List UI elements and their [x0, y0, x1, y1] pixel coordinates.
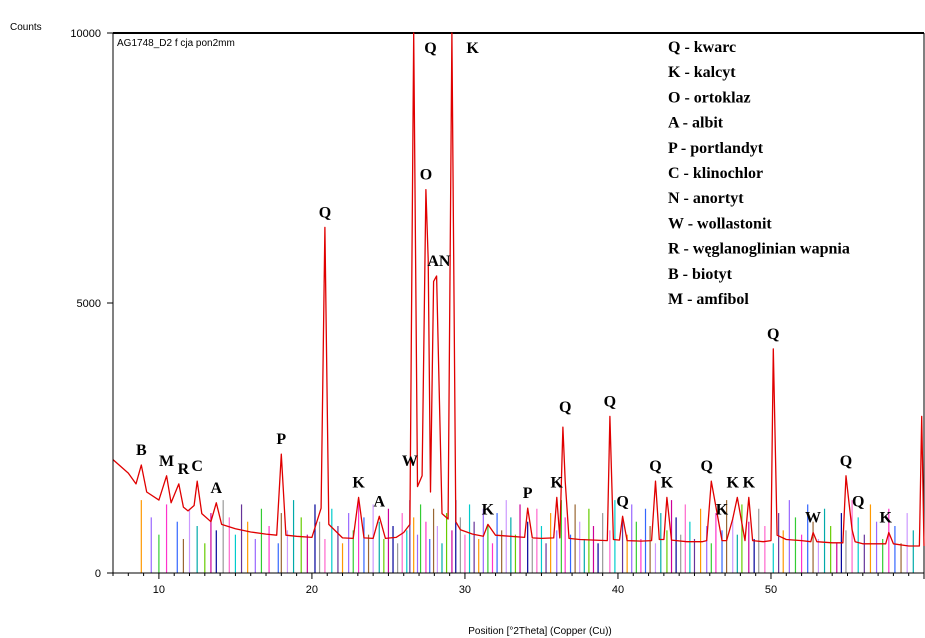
peak-label: Q [319, 204, 331, 221]
peak-label: A [211, 480, 223, 497]
legend-entry: R - węglanoglinian wapnia [668, 241, 850, 258]
peak-label: K [482, 501, 495, 518]
peak-label: Q [559, 399, 571, 416]
peak-label: K [726, 474, 739, 491]
legend-entry: Q - kwarc [668, 39, 736, 56]
peak-label: K [661, 474, 674, 491]
plot-frame [113, 32, 925, 573]
peak-label: K [743, 474, 756, 491]
series-line [112, 32, 925, 547]
peak-label: AN [427, 253, 451, 270]
peak-label: Q [700, 458, 712, 475]
x-tick-label: 40 [612, 584, 624, 596]
peak-label: R [178, 461, 190, 478]
axes: 0 5000 10000 10 20 30 40 50 [70, 28, 925, 596]
peak-label: K [466, 40, 479, 57]
peak-label: M [159, 453, 174, 470]
x-axis-title: Position [°2Theta] (Copper (Cu)) [468, 626, 612, 637]
legend-entry: W - wollastonit [668, 215, 772, 232]
peak-label: Q [767, 326, 779, 343]
y-tick-label: 5000 [77, 298, 101, 310]
x-tick-label: 50 [765, 584, 777, 596]
legend-entry: N - anortyt [668, 190, 744, 207]
peak-label: W [402, 453, 418, 470]
peak-label: P [276, 431, 286, 448]
y-tick-label: 10000 [70, 28, 101, 40]
legend-entry: B - biotyt [668, 266, 733, 283]
legend: Q - kwarc K - kalcyt O - ortoklaz A - albit… [668, 39, 850, 308]
legend-entry: A - albit [668, 115, 724, 132]
x-tick-label: 30 [459, 584, 471, 596]
legend-entry: P - portlandyt [668, 140, 764, 157]
peak-label: A [373, 493, 385, 510]
peak-label: K [716, 501, 729, 518]
y-tick-label: 0 [95, 568, 101, 580]
legend-entry: C - klinochlor [668, 165, 763, 182]
peak-label: K [551, 474, 564, 491]
peak-label: Q [649, 458, 661, 475]
peak-label: Q [424, 40, 436, 57]
series-layer [112, 32, 925, 547]
peak-label: Q [616, 493, 628, 510]
peak-label: P [523, 485, 533, 502]
peak-label: K [352, 474, 365, 491]
legend-entry: K - kalcyt [668, 64, 736, 81]
x-tick-label: 10 [153, 584, 165, 596]
y-axis-title: Counts [10, 22, 42, 33]
peak-label: C [191, 458, 203, 475]
peak-label: Q [604, 393, 616, 410]
peak-label: K [880, 510, 893, 527]
sample-label: AG1748_D2 f cja pon2mm [117, 38, 235, 49]
legend-entry: M - amfibol [668, 291, 749, 308]
peak-label: O [420, 167, 432, 184]
peak-label: Q [852, 493, 864, 510]
legend-entry: O - ortoklaz [668, 89, 751, 106]
x-tick-label: 20 [306, 584, 318, 596]
peak-label: Q [840, 453, 852, 470]
reference-sticks [140, 500, 914, 573]
peak-label: W [805, 510, 821, 527]
peak-label: B [136, 442, 147, 459]
